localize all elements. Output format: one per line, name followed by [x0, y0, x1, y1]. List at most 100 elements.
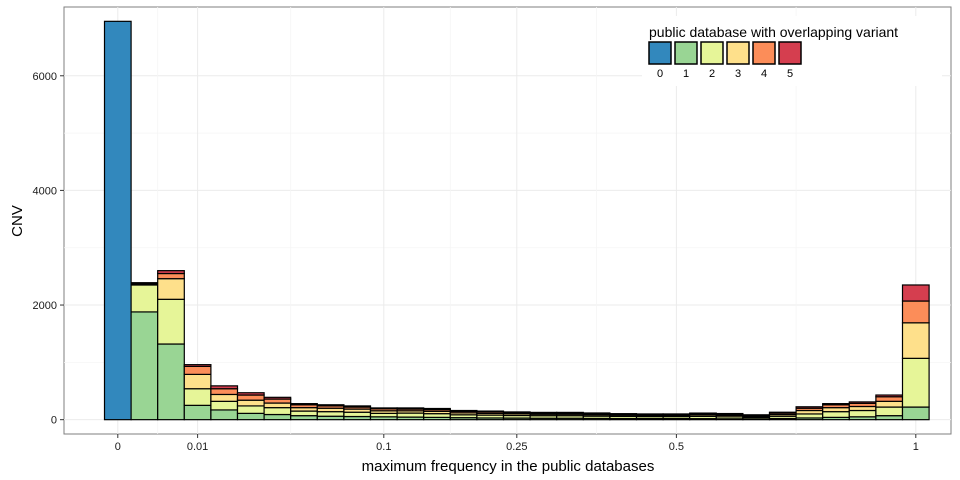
x-tick-label: 0.01	[187, 441, 208, 453]
bar-segment	[369, 407, 398, 410]
bar-segment	[795, 406, 824, 409]
legend-label-4: 4	[761, 68, 767, 80]
bar-segment	[210, 393, 239, 402]
bar-segment	[848, 409, 877, 418]
bars	[103, 20, 930, 421]
bar-segment	[901, 322, 930, 359]
bar-segment	[396, 407, 425, 410]
bar-segment	[157, 298, 185, 345]
legend-keys: 0 1 2 3 4 5	[648, 41, 802, 80]
bar-segment	[529, 411, 558, 414]
x-tick-label: 1	[913, 441, 919, 453]
bar-segment	[130, 282, 159, 285]
bar-segment	[875, 396, 904, 402]
x-tick-label: 0	[115, 441, 121, 453]
legend-key-2	[700, 41, 724, 65]
bar-segment	[848, 401, 877, 404]
bar-segment	[715, 412, 744, 415]
legend-label-2: 2	[709, 68, 715, 80]
bar-segment	[742, 414, 771, 416]
bar-segment	[635, 413, 664, 416]
legend-key-1	[674, 41, 698, 65]
bar-segment	[343, 405, 372, 408]
bar-segment	[343, 411, 372, 418]
bar-segment	[103, 20, 132, 421]
bar-segment	[901, 406, 930, 421]
bar-segment	[689, 412, 717, 415]
legend-label-1: 1	[683, 68, 689, 80]
bar-segment	[901, 284, 930, 302]
bar-segment	[183, 388, 212, 406]
bar-segment	[556, 411, 584, 414]
legend-label-5: 5	[787, 68, 793, 80]
x-axis: 0 0.01 0.1 0.25 0.5 1	[115, 434, 919, 453]
bar-segment	[236, 399, 265, 407]
bar-segment	[502, 411, 531, 414]
bar-segment	[582, 412, 611, 415]
legend-title: public database with overlapping variant	[649, 24, 898, 40]
bar-segment	[476, 410, 505, 413]
legend: public database with overlapping variant…	[642, 16, 942, 86]
bar-segment	[210, 409, 239, 421]
bar-segment	[210, 400, 239, 411]
bar-segment	[423, 407, 451, 411]
bar-segment	[263, 407, 292, 416]
bar-segment	[822, 411, 850, 418]
bar-segment	[263, 398, 292, 404]
bar-segment	[609, 413, 638, 415]
bar-segment	[236, 412, 265, 421]
bar-segment	[875, 406, 904, 417]
x-tick-label: 0.1	[376, 441, 391, 453]
bar-segment	[210, 385, 239, 390]
bar-segment	[768, 411, 797, 414]
bar-segment	[157, 343, 185, 421]
bar-segment	[901, 300, 930, 324]
bar-segment	[290, 410, 318, 417]
bar-segment	[183, 364, 212, 367]
bar-segment	[316, 411, 345, 417]
y-tick-label: 0	[51, 415, 57, 427]
y-tick-label: 4000	[33, 185, 57, 197]
legend-key-0	[648, 41, 672, 65]
legend-label-0: 0	[657, 68, 663, 80]
bar-segment	[875, 394, 904, 398]
bar-segment	[236, 392, 265, 396]
bar-segment	[316, 404, 345, 407]
bar-segment	[263, 396, 292, 400]
bar-segment	[157, 270, 185, 275]
y-axis: 0 2000 4000 6000	[33, 71, 64, 427]
bar-segment	[210, 388, 239, 396]
bar-segment	[236, 405, 265, 414]
bar-segment	[822, 403, 850, 406]
legend-key-4	[752, 41, 776, 65]
bar-segment	[130, 284, 159, 313]
bar-segment	[236, 394, 265, 401]
bar-segment	[290, 415, 318, 421]
bar-segment	[848, 405, 877, 412]
x-axis-title: maximum frequency in the public database…	[362, 458, 655, 475]
bar-segment	[183, 365, 212, 375]
x-tick-label: 0.5	[669, 441, 684, 453]
bar-segment	[822, 407, 850, 413]
bar-segment	[157, 278, 185, 300]
bar-segment	[875, 415, 904, 421]
bar-segment	[263, 413, 292, 421]
x-tick-label: 0.25	[506, 441, 527, 453]
bar-segment	[662, 413, 691, 416]
bar-segment	[157, 272, 185, 280]
legend-key-3	[726, 41, 750, 65]
y-tick-label: 6000	[33, 71, 57, 83]
bar-segment	[183, 373, 212, 390]
bar-segment	[290, 403, 318, 406]
bar-segment	[263, 402, 292, 409]
bar-segment	[795, 413, 824, 419]
bar-segment	[130, 311, 159, 421]
y-axis-title: CNV	[9, 205, 26, 237]
y-tick-label: 2000	[33, 300, 57, 312]
bar-segment	[449, 409, 478, 412]
legend-label-3: 3	[735, 68, 741, 80]
legend-key-5	[778, 41, 802, 65]
bar-segment	[875, 400, 904, 408]
bar-segment	[183, 404, 212, 421]
